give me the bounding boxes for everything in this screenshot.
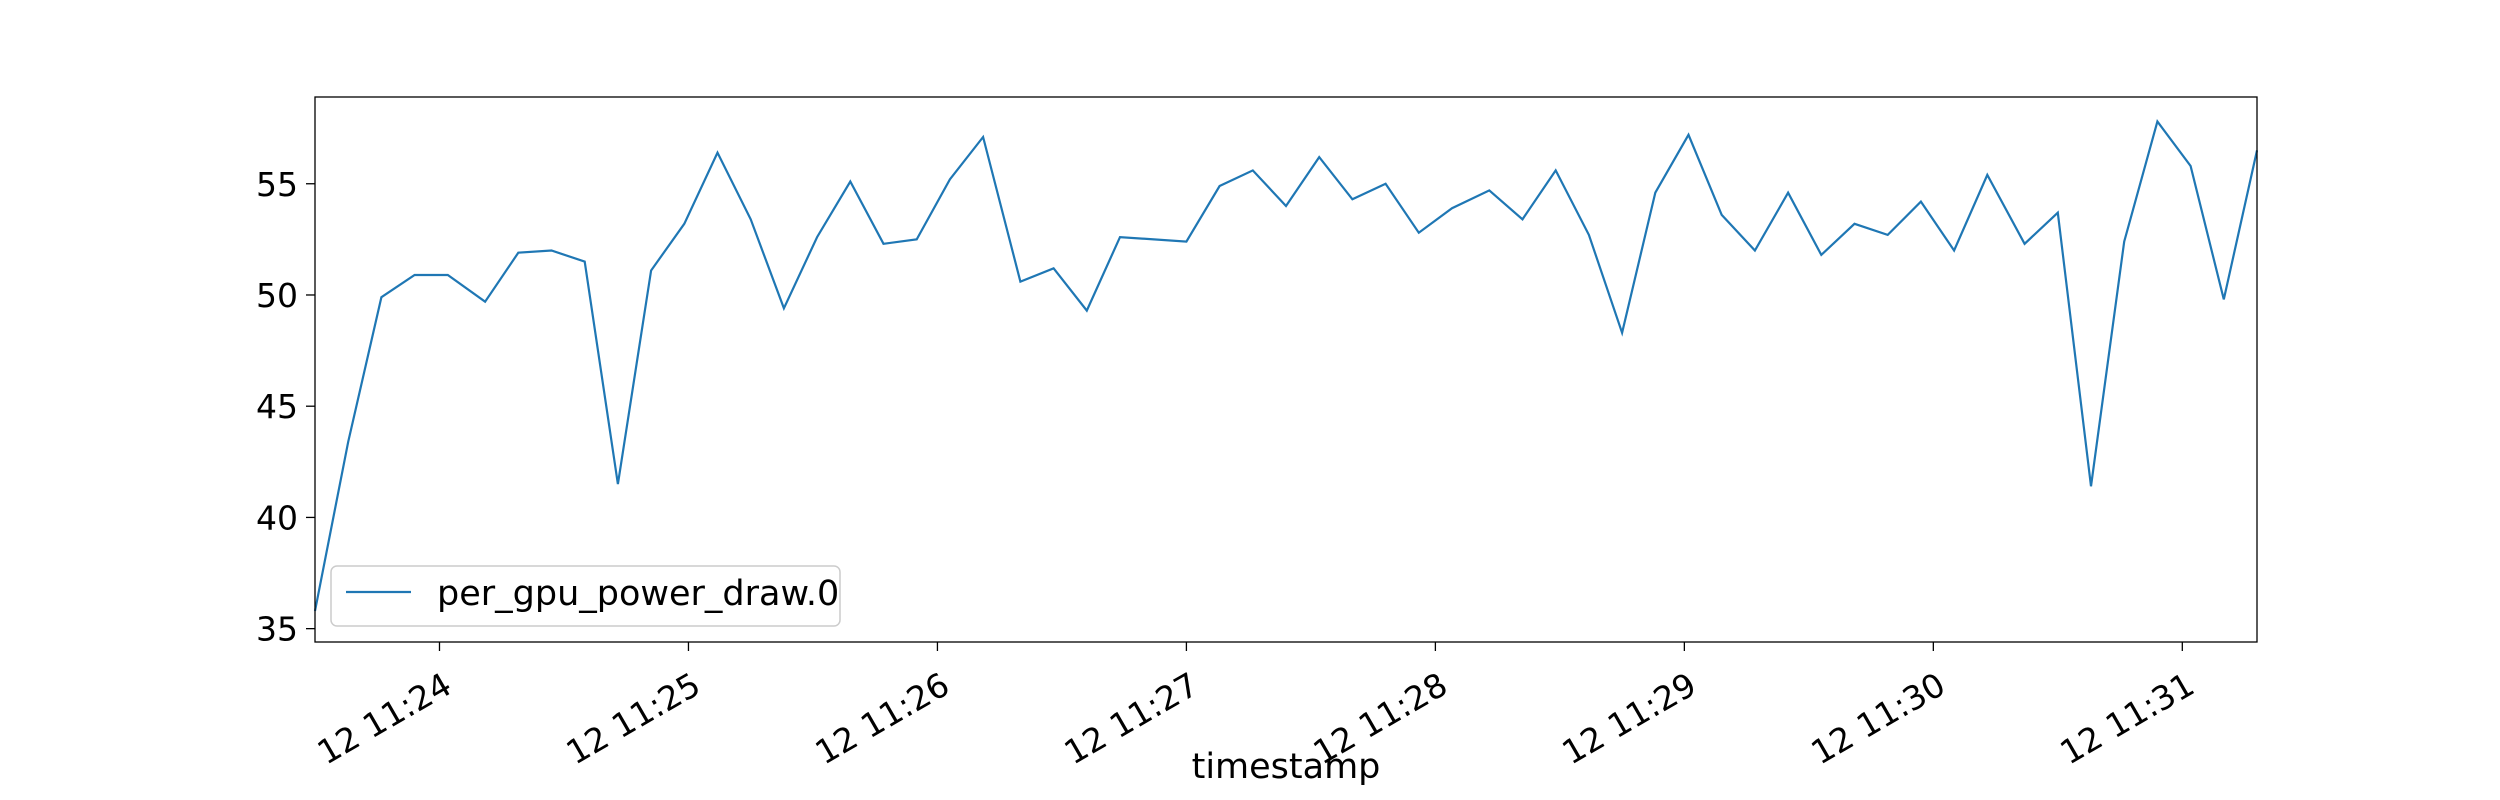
legend-label: per_gpu_power_draw.0 xyxy=(437,574,839,614)
y-tick-label: 40 xyxy=(256,498,298,537)
y-tick-label: 35 xyxy=(256,610,298,649)
x-axis-label: timestamp xyxy=(1192,747,1381,787)
plot-lines xyxy=(313,119,2259,612)
legend: per_gpu_power_draw.0 xyxy=(330,565,841,627)
legend-box xyxy=(330,565,841,627)
series-line-0 xyxy=(313,119,2259,612)
y-tick-label: 55 xyxy=(256,165,298,204)
y-tick-label: 50 xyxy=(256,276,298,315)
y-axis: 35 40 45 50 55 xyxy=(256,165,315,649)
plot-area-frame xyxy=(314,96,2258,643)
y-tick-label: 45 xyxy=(256,387,298,426)
